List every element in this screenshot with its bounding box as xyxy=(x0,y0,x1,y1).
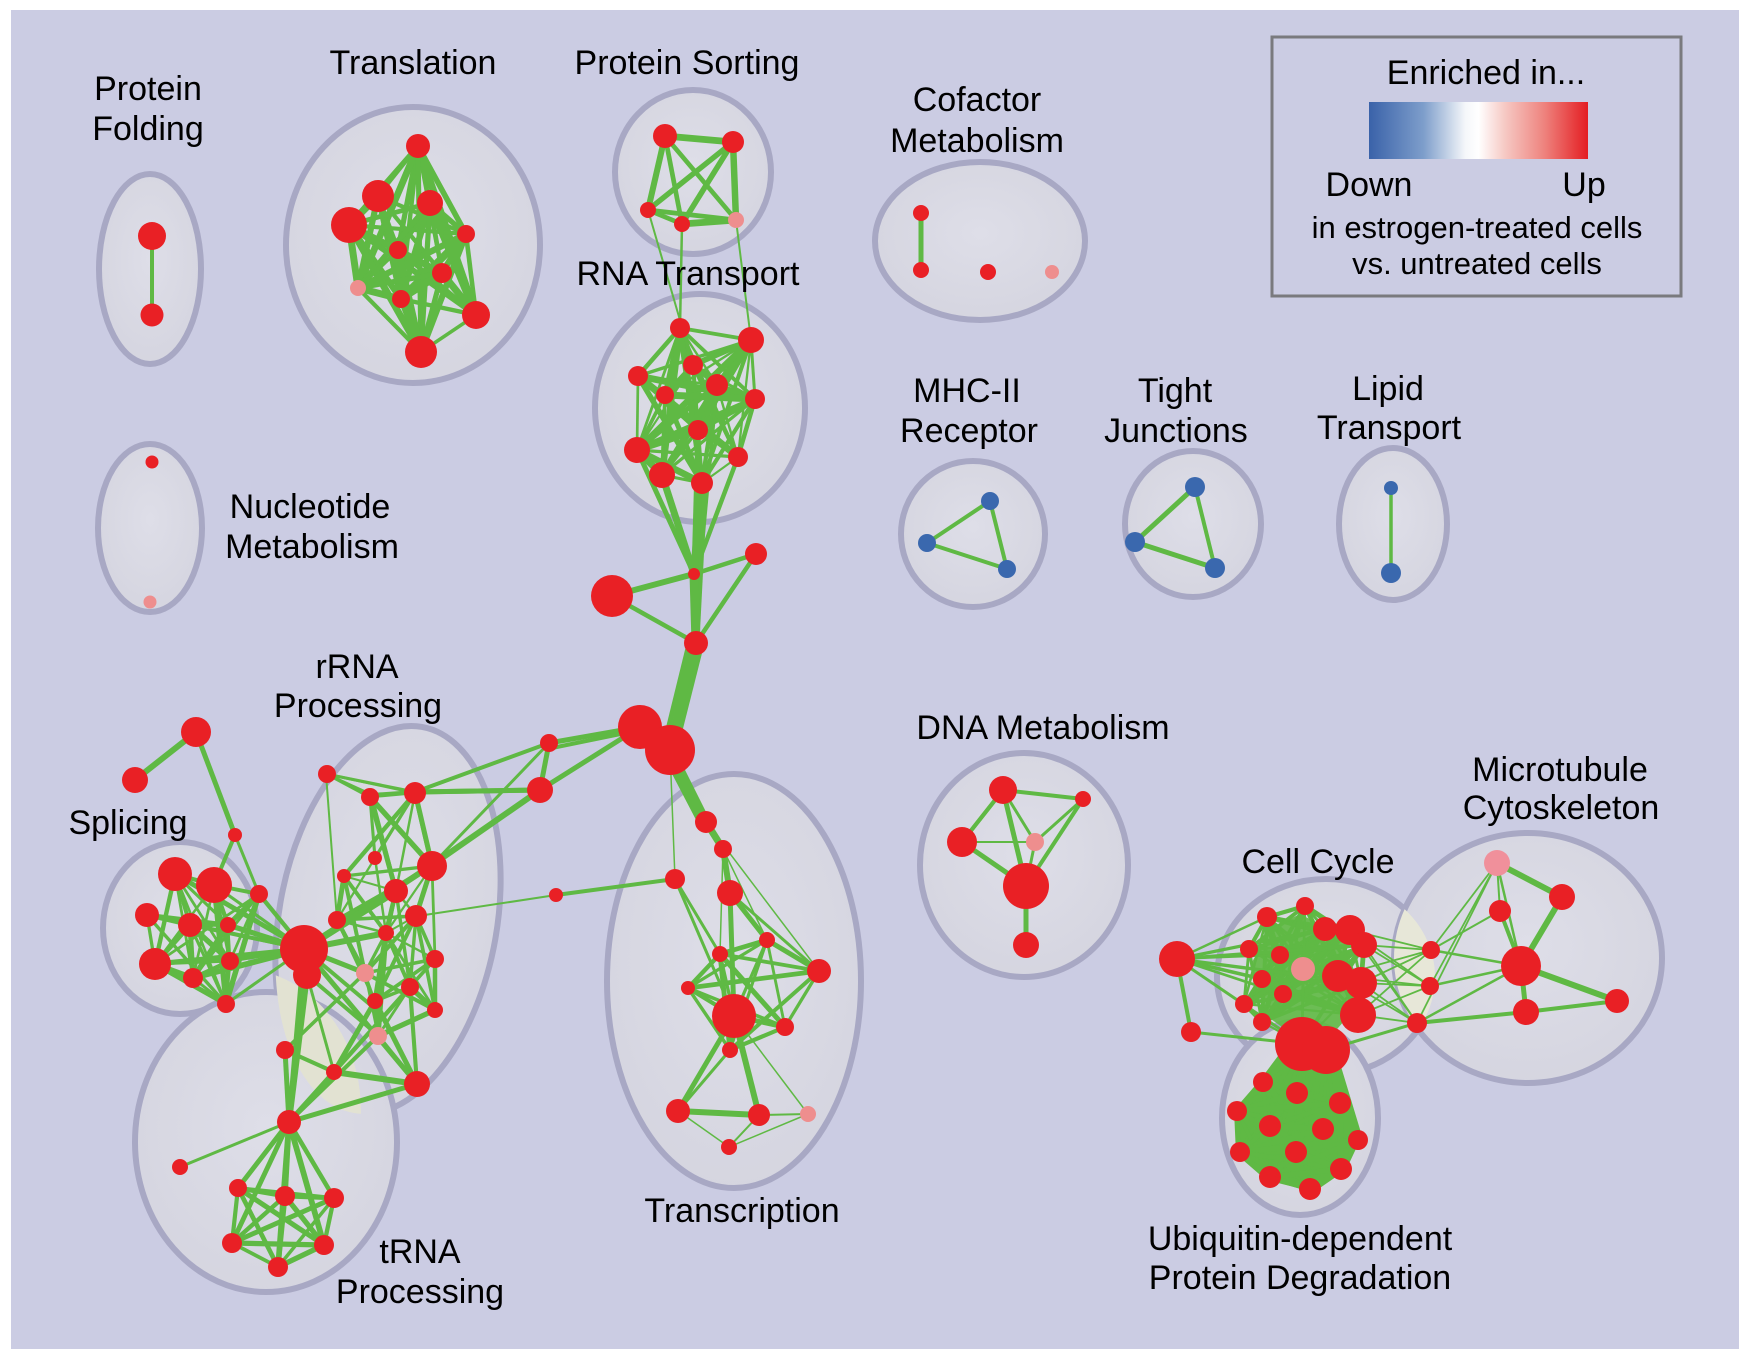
svg-text:Protein Degradation: Protein Degradation xyxy=(1149,1259,1451,1297)
svg-text:Junctions: Junctions xyxy=(1104,412,1248,450)
svg-text:Ubiquitin-dependent: Ubiquitin-dependent xyxy=(1148,1220,1453,1258)
svg-text:RNA Transport: RNA Transport xyxy=(577,255,801,293)
svg-text:Protein: Protein xyxy=(94,70,202,108)
svg-text:rRNA: rRNA xyxy=(315,648,398,686)
svg-text:Tight: Tight xyxy=(1138,372,1213,410)
svg-text:Microtubule: Microtubule xyxy=(1472,751,1648,789)
svg-text:Cytoskeleton: Cytoskeleton xyxy=(1463,789,1660,827)
svg-text:Transcription: Transcription xyxy=(644,1192,839,1230)
svg-text:Enriched in...: Enriched in... xyxy=(1387,54,1585,92)
svg-text:Up: Up xyxy=(1562,166,1605,204)
svg-text:Metabolism: Metabolism xyxy=(225,528,399,566)
svg-text:Cofactor: Cofactor xyxy=(913,81,1042,119)
svg-text:Cell Cycle: Cell Cycle xyxy=(1241,843,1394,881)
svg-text:vs. untreated cells: vs. untreated cells xyxy=(1352,246,1602,281)
svg-text:Folding: Folding xyxy=(92,110,204,148)
svg-text:Translation: Translation xyxy=(330,44,497,82)
svg-text:tRNA: tRNA xyxy=(379,1233,461,1271)
svg-text:Processing: Processing xyxy=(274,687,442,725)
svg-text:Down: Down xyxy=(1326,166,1413,204)
svg-text:MHC-II: MHC-II xyxy=(913,372,1021,410)
svg-text:Nucleotide: Nucleotide xyxy=(230,488,391,526)
svg-text:Transport: Transport xyxy=(1317,409,1462,447)
svg-text:Receptor: Receptor xyxy=(900,412,1038,450)
svg-text:Metabolism: Metabolism xyxy=(890,122,1064,160)
svg-text:Processing: Processing xyxy=(336,1273,504,1311)
svg-text:in estrogen-treated cells: in estrogen-treated cells xyxy=(1312,210,1643,245)
svg-text:Protein Sorting: Protein Sorting xyxy=(575,44,800,82)
svg-text:DNA Metabolism: DNA Metabolism xyxy=(916,709,1169,747)
svg-text:Splicing: Splicing xyxy=(68,804,187,842)
svg-text:Lipid: Lipid xyxy=(1352,370,1424,408)
